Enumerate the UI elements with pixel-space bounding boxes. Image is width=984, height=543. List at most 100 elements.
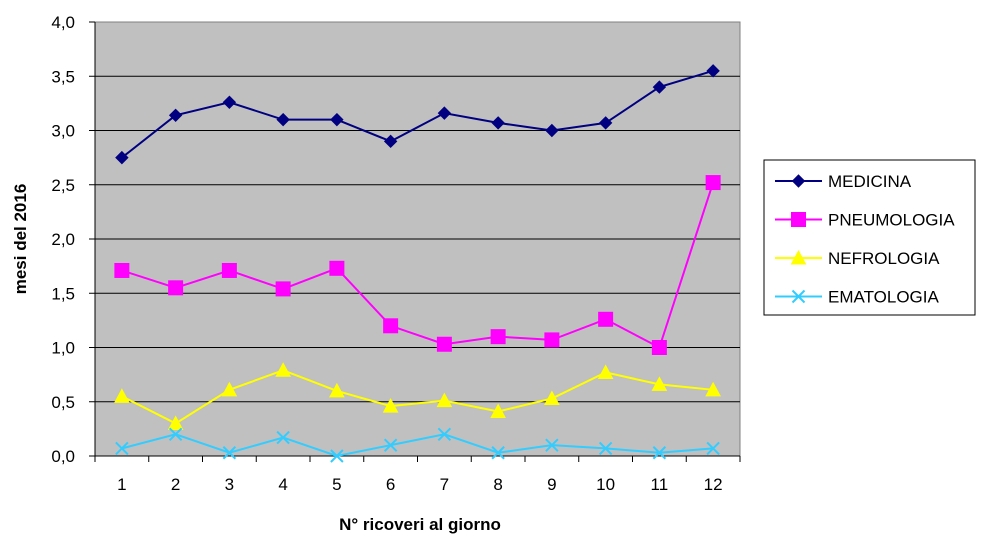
- x-marker-stroke: [545, 438, 559, 452]
- x-marker-stroke: [115, 441, 129, 456]
- data-point: [275, 281, 291, 297]
- data-point: [222, 95, 237, 109]
- series-line: [121, 369, 714, 425]
- data-point: [544, 332, 560, 348]
- data-point: [437, 106, 452, 120]
- x-tick-label: 3: [225, 475, 234, 494]
- data-point: [491, 116, 505, 130]
- gridlines: [95, 75, 740, 403]
- legend-item-nefrologia: NEFROLOGIA: [775, 249, 940, 268]
- x-marker-stroke: [168, 427, 183, 442]
- legend-label: NEFROLOGIA: [828, 249, 940, 268]
- data-point: [598, 441, 613, 456]
- legend-item-ematologia: EMATOLOGIA: [775, 288, 940, 307]
- data-point: [114, 388, 130, 403]
- series-medicina: [115, 64, 720, 165]
- y-axis-title: mesi del 2016: [11, 184, 30, 295]
- x-tick-label: 11: [651, 475, 669, 494]
- x-marker-stroke: [383, 438, 398, 452]
- series-line: [121, 182, 715, 349]
- series-group: [114, 64, 721, 463]
- y-tick-label: 2,5: [51, 176, 75, 195]
- y-tick-label: 3,5: [51, 67, 75, 86]
- x-tick-label: 9: [547, 475, 556, 494]
- x-tick-label: 12: [704, 475, 723, 494]
- data-point: [652, 446, 667, 460]
- data-point: [705, 175, 721, 191]
- x-tick-label: 10: [596, 475, 615, 494]
- data-point: [221, 381, 238, 397]
- x-marker-stroke: [437, 427, 452, 442]
- x-marker-stroke: [491, 446, 505, 460]
- data-point: [168, 427, 183, 442]
- data-point: [597, 364, 614, 379]
- data-point: [490, 403, 506, 419]
- x-marker-stroke: [276, 430, 290, 445]
- data-point: [383, 438, 398, 452]
- x-marker-stroke: [598, 441, 613, 456]
- x-marker-stroke: [791, 289, 806, 304]
- x-tick-label: 4: [278, 475, 287, 494]
- y-tick-label: 1,0: [51, 339, 75, 358]
- data-point: [545, 438, 559, 452]
- legend-label: MEDICINA: [828, 172, 912, 191]
- y-tick-label: 3,0: [51, 122, 75, 141]
- data-point: [490, 329, 506, 345]
- legend-item-medicina: MEDICINA: [775, 172, 912, 191]
- data-point: [329, 382, 345, 398]
- data-point: [491, 446, 505, 460]
- x-tick-label: 8: [493, 475, 502, 494]
- legend-label: EMATOLOGIA: [828, 288, 940, 307]
- data-point: [651, 376, 668, 391]
- data-point: [222, 446, 237, 460]
- y-tick-label: 2,0: [51, 230, 75, 249]
- data-point: [114, 262, 130, 278]
- data-point: [706, 441, 720, 456]
- x-axis-title: N° ricoveri al giorno: [339, 515, 501, 534]
- y-tick-label: 1,5: [51, 284, 75, 303]
- data-point: [545, 123, 559, 138]
- y-tick-label: 0,5: [51, 393, 75, 412]
- series-line: [121, 69, 714, 159]
- legend-item-pneumologia: PNEUMOLOGIA: [775, 211, 955, 230]
- data-point: [705, 381, 721, 397]
- data-point: [791, 174, 806, 188]
- legend-label: PNEUMOLOGIA: [828, 211, 955, 230]
- x-tick-label: 2: [171, 475, 180, 494]
- legend: MEDICINA PNEUMOLOGIA NEFROLOGIA EMATOLOGIA: [763, 159, 976, 316]
- data-point: [276, 430, 290, 445]
- x-marker-stroke: [706, 441, 720, 456]
- data-point: [168, 108, 183, 123]
- x-tick-label: 6: [386, 475, 395, 494]
- series-pneumologia: [114, 175, 721, 355]
- data-point: [276, 112, 290, 127]
- data-point: [115, 441, 129, 456]
- data-point: [544, 390, 560, 405]
- data-point: [383, 134, 398, 149]
- data-point: [598, 311, 614, 327]
- data-point: [436, 336, 452, 352]
- x-tick-label: 1: [117, 475, 126, 494]
- data-point: [652, 80, 667, 94]
- y-tick-label: 4,0: [51, 13, 75, 32]
- data-point: [437, 427, 452, 442]
- axes: [89, 21, 741, 462]
- data-point: [329, 260, 345, 276]
- x-tick-label: 7: [440, 475, 449, 494]
- x-tick-labels: 1 2 3 4 5 6 7 8 9 10 11 12: [117, 475, 722, 494]
- y-tick-label: 0,0: [51, 447, 75, 466]
- data-point: [790, 249, 807, 265]
- series-ematologia: [115, 427, 720, 463]
- series-nefrologia: [114, 362, 721, 430]
- data-point: [651, 340, 667, 355]
- x-marker-stroke: [330, 449, 344, 463]
- x-tick-label: 5: [332, 475, 341, 494]
- series-line: [121, 433, 714, 458]
- data-point: [598, 116, 613, 130]
- data-point: [115, 150, 129, 165]
- data-point: [436, 392, 453, 408]
- data-point: [791, 212, 806, 227]
- data-point: [382, 398, 399, 413]
- x-marker-stroke: [222, 446, 237, 460]
